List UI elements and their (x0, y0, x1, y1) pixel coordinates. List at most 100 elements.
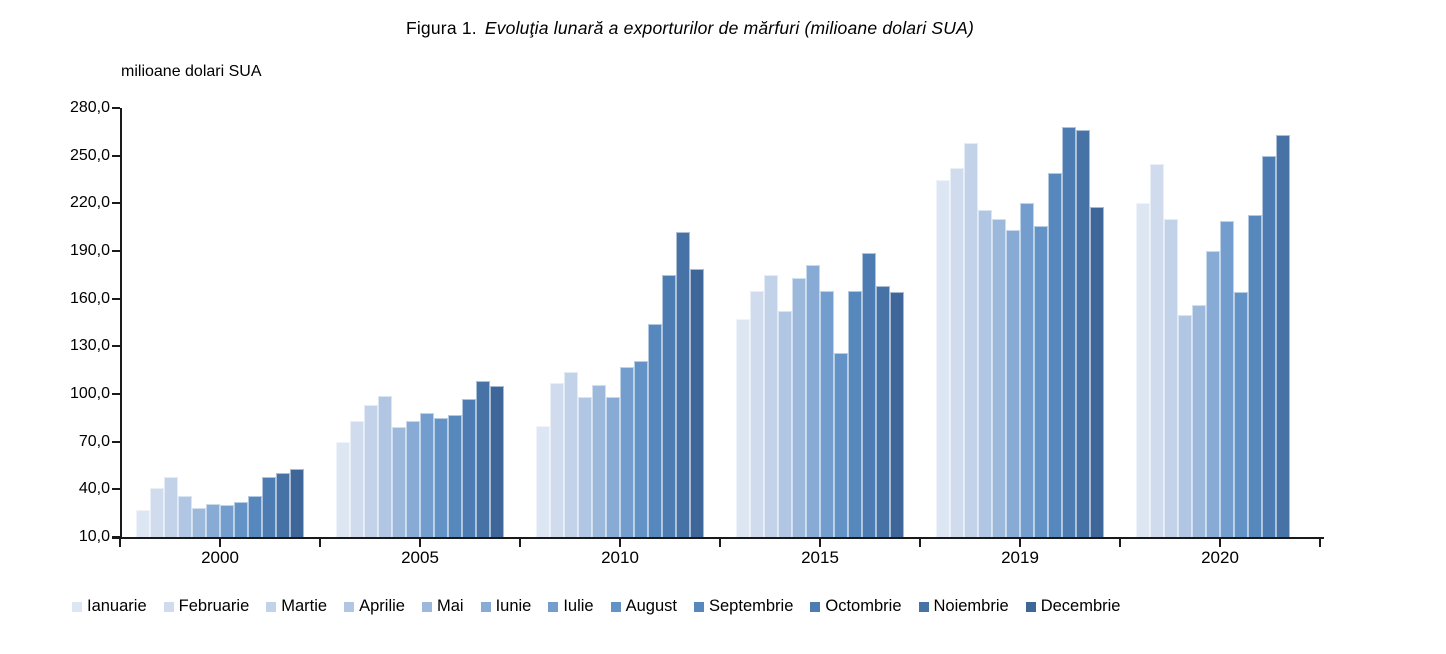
bar-noiembrie-2000 (276, 473, 290, 537)
bar-octombrie-2000 (262, 476, 276, 537)
y-tick-label: 160,0 (69, 289, 110, 307)
bar-august-2015 (834, 352, 848, 537)
y-tick-mark (112, 107, 120, 109)
y-tick-label: 70,0 (78, 432, 110, 450)
legend-item-decembrie: Decembrie (1025, 597, 1120, 616)
legend-item-martie: Martie (266, 597, 327, 616)
y-tick-label: 250,0 (69, 146, 110, 164)
legend-swatch-icon (344, 601, 355, 612)
y-tick-mark (112, 154, 120, 157)
x-category-label-2010: 2010 (601, 548, 639, 567)
y-tick-mark (112, 536, 120, 538)
bar-august-2010 (634, 360, 648, 537)
legend-item-iulie: Iulie (548, 597, 594, 616)
bar-august-2005 (434, 417, 448, 537)
bar-decembrie-2015 (890, 292, 904, 537)
legend-swatch-icon (72, 601, 82, 612)
bar-septembrie-2010 (648, 324, 662, 537)
legend: Ianuarie Februarie Martie Aprilie Mai Iunie Iu… (72, 597, 1432, 616)
bar-aprilie-2010 (578, 397, 592, 537)
x-category-label-2019: 2019 (1001, 548, 1039, 567)
bar-iulie-2010 (620, 367, 634, 537)
x-category-label-2020: 2020 (1201, 548, 1239, 567)
x-category-label-2005: 2005 (401, 548, 439, 567)
bar-iulie-2000 (220, 505, 234, 537)
y-tick-label: 220,0 (69, 194, 110, 212)
bar-martie-2010 (564, 371, 578, 537)
bar-martie-2015 (764, 274, 778, 537)
bar-iulie-2019 (1020, 203, 1034, 537)
y-tick-label: 280,0 (69, 99, 110, 116)
y-tick-mark (112, 297, 120, 300)
bar-ianuarie-2000 (136, 510, 150, 537)
legend-label: Septembrie (709, 597, 794, 615)
legend-item-octombrie: Octombrie (810, 597, 902, 616)
bar-septembrie-2015 (848, 290, 862, 537)
bar-mai-2000 (192, 508, 206, 537)
bar-iunie-2015 (806, 265, 820, 537)
x-tick-mark (519, 539, 521, 547)
y-tick-mark (112, 488, 120, 491)
x-tick-mark (1219, 539, 1221, 547)
bar-decembrie-2000 (290, 468, 304, 537)
bar-aprilie-2005 (378, 395, 392, 537)
legend-label: Noiembrie (933, 597, 1009, 615)
bar-martie-2000 (164, 476, 178, 537)
legend-label: Martie (281, 597, 328, 615)
legend-item-iunie: Iunie (480, 597, 531, 616)
legend-label: Mai (436, 597, 464, 615)
bar-group-2020 (1120, 108, 1320, 537)
y-tick-label: 190,0 (69, 242, 110, 259)
bar-martie-2005 (364, 405, 378, 537)
x-axis-line (112, 537, 1324, 539)
bar-noiembrie-2020 (1276, 135, 1290, 537)
bar-mai-2020 (1192, 305, 1206, 537)
bar-septembrie-2005 (448, 414, 462, 537)
legend-swatch-icon (694, 601, 704, 612)
y-tick-label: 100,0 (69, 385, 110, 402)
y-tick-mark (112, 202, 120, 205)
bar-februarie-2005 (350, 421, 364, 537)
y-tick-label: 40,0 (78, 480, 110, 498)
bar-aprilie-2015 (778, 311, 792, 537)
legend-swatch-icon (610, 601, 621, 612)
y-tick-mark (112, 393, 120, 395)
y-tick-label: 10,0 (78, 528, 110, 545)
legend-swatch-icon (163, 601, 174, 612)
bar-august-2020 (1234, 292, 1248, 537)
x-category-label-2015: 2015 (801, 548, 839, 567)
bar-ianuarie-2020 (1136, 203, 1150, 537)
legend-swatch-icon (421, 601, 432, 612)
x-category-label-2000: 2000 (201, 548, 239, 567)
legend-label: Octombrie (825, 597, 902, 615)
plot-area: 280,0 250,0 220,0 190,0 160,0 130,0 100,0 70,0 4… (70, 100, 1324, 547)
bar-ianuarie-2005 (336, 441, 350, 537)
bar-aprilie-2020 (1178, 314, 1192, 537)
x-tick-mark (1119, 539, 1121, 547)
bar-iulie-2020 (1220, 220, 1234, 537)
bar-octombrie-2019 (1062, 127, 1076, 537)
legend-item-august: August (610, 597, 677, 616)
legend-item-septembrie: Septembrie (694, 597, 793, 616)
bar-aprilie-2000 (178, 495, 192, 537)
x-tick-mark (419, 539, 421, 547)
x-tick-mark (619, 539, 621, 547)
bar-iunie-2010 (606, 397, 620, 537)
x-tick-mark (119, 539, 121, 547)
bar-octombrie-2005 (462, 398, 476, 537)
legend-label: Iulie (563, 597, 594, 615)
bar-martie-2019 (964, 143, 978, 537)
legend-swatch-icon (548, 601, 559, 612)
y-tick-label: 130,0 (69, 337, 110, 355)
legend-swatch-icon (918, 601, 929, 612)
x-tick-mark (819, 539, 821, 547)
chart-title-prefix: Figura 1. (405, 18, 477, 38)
bar-group-2019 (920, 108, 1120, 537)
bar-iulie-2015 (820, 290, 834, 537)
bar-decembrie-2005 (490, 386, 504, 537)
bar-octombrie-2015 (862, 252, 876, 537)
bar-mai-2019 (992, 219, 1006, 537)
x-tick-mark (1019, 539, 1021, 547)
bar-septembrie-2020 (1248, 214, 1262, 537)
x-tick-mark (219, 539, 221, 547)
